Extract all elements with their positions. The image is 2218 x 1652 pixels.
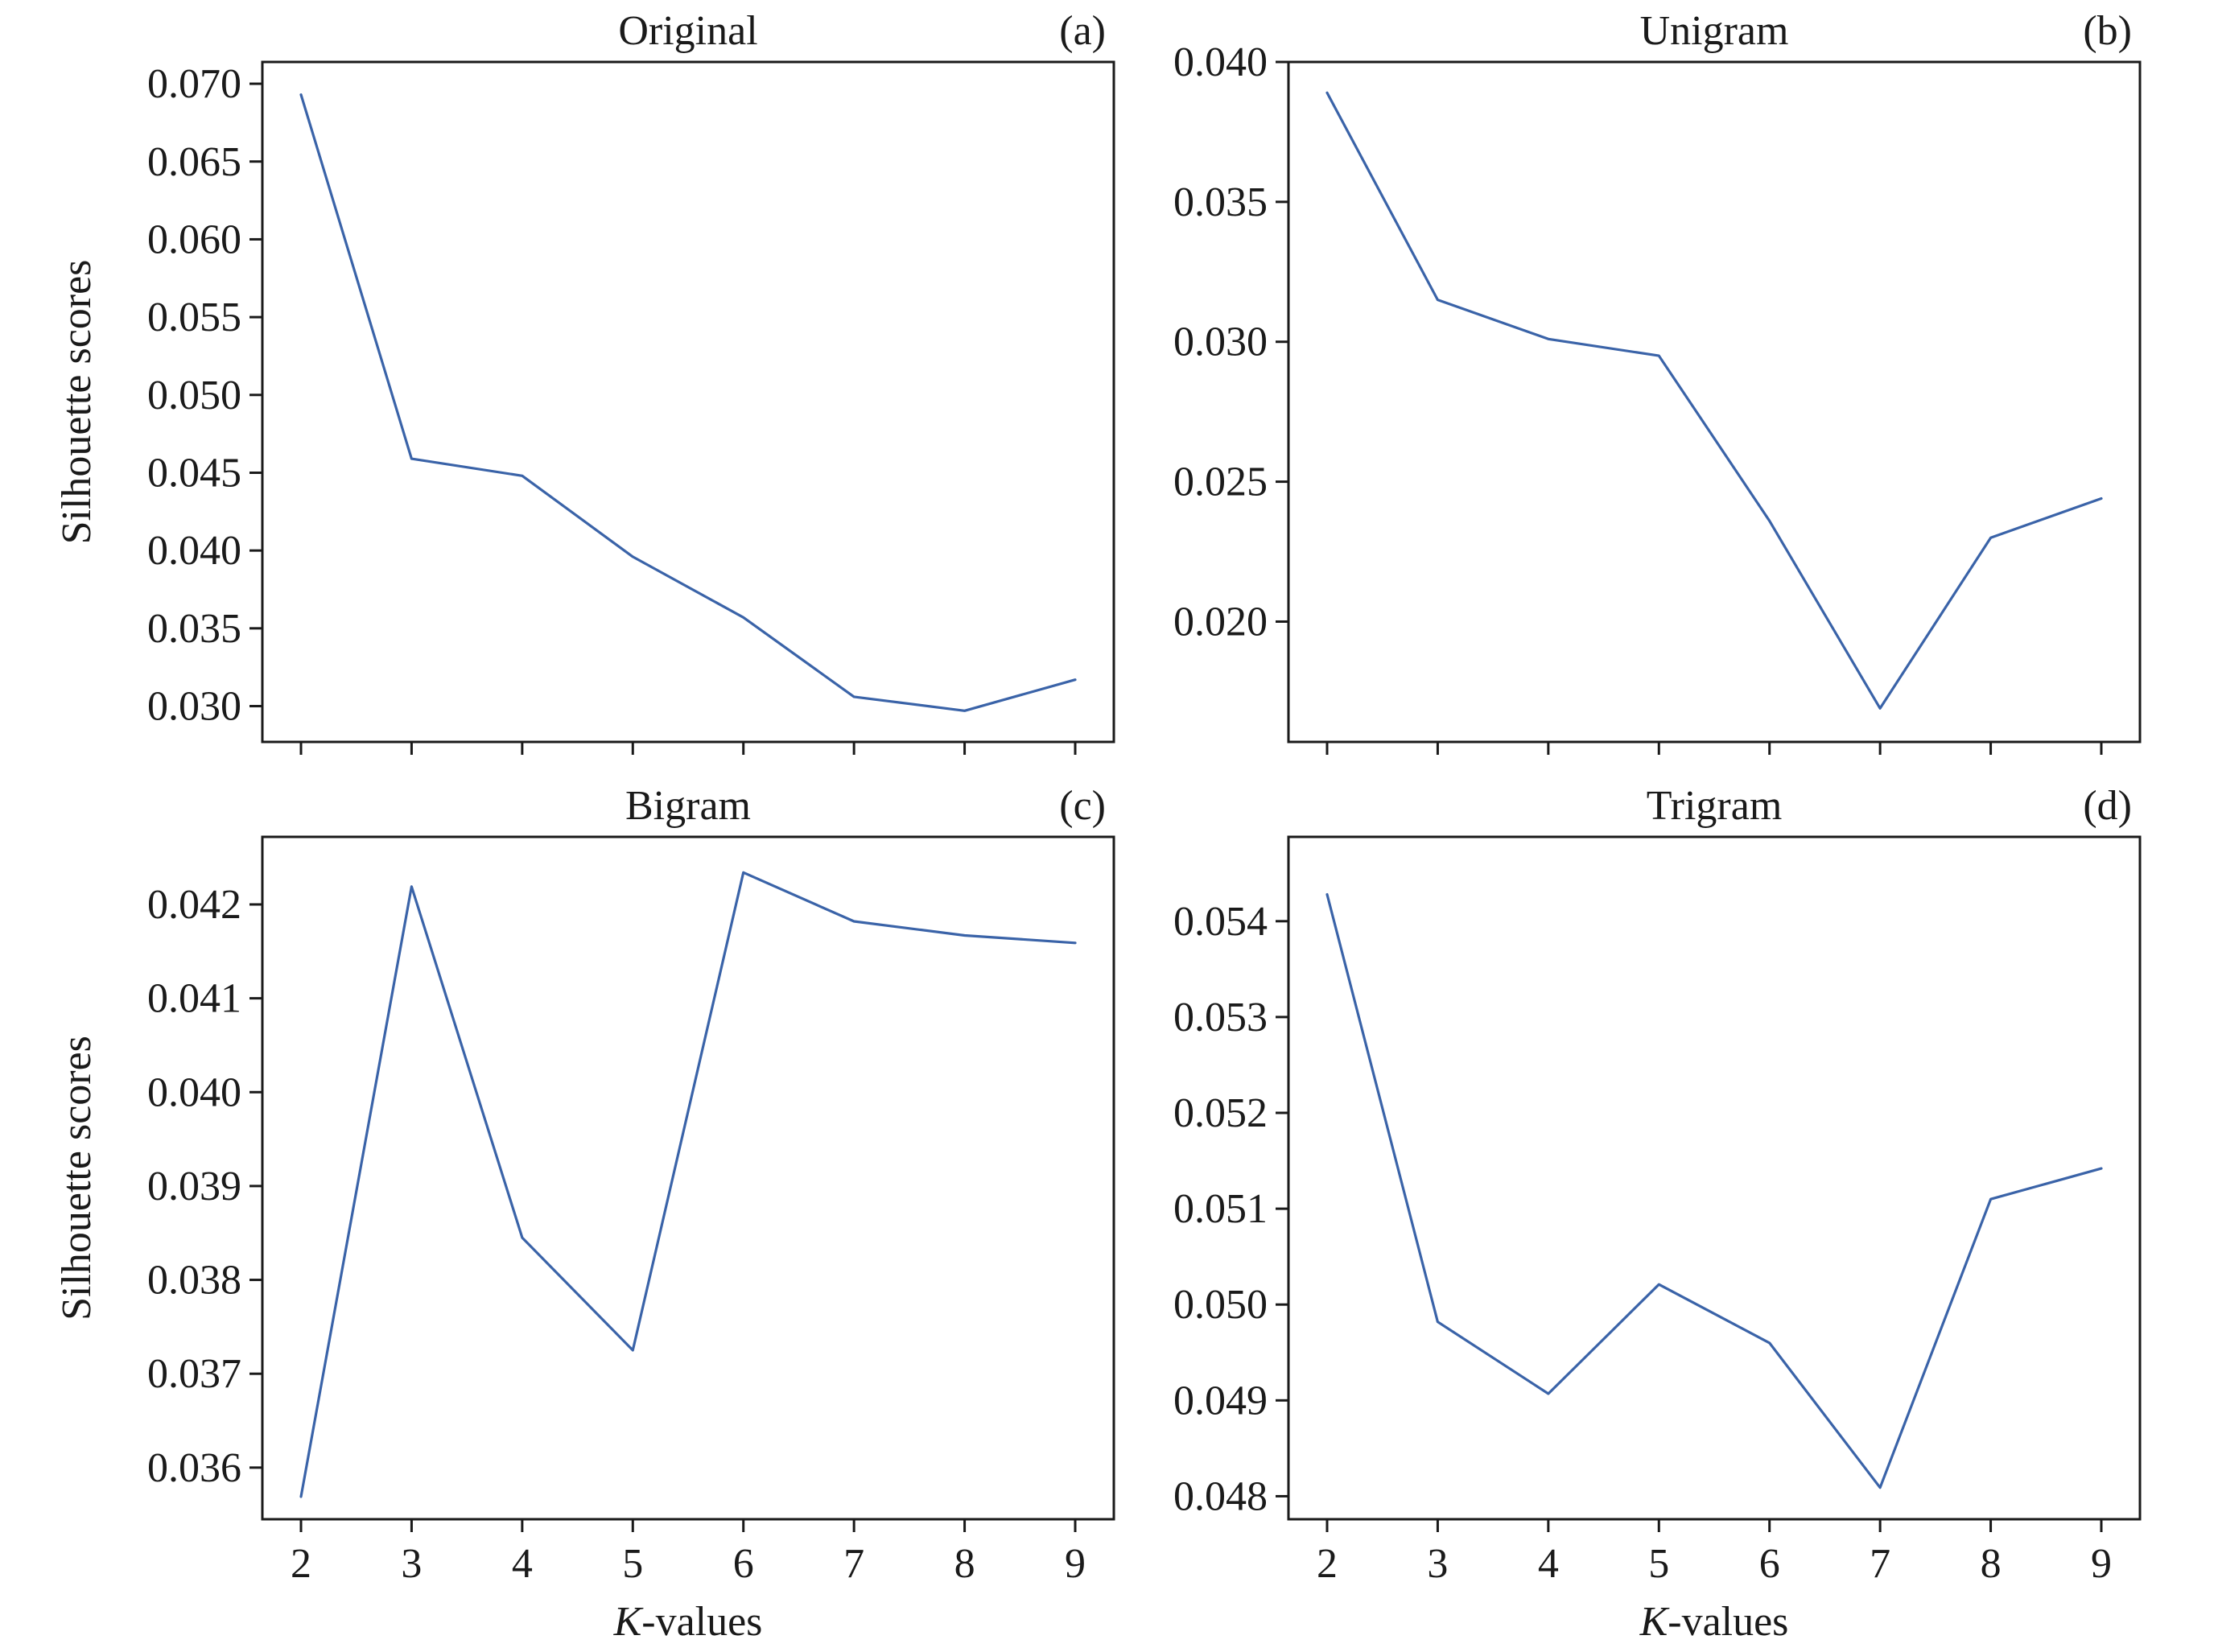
panel-d: Trigram (d) 0.048 0.049 0.050 0.051 0.052 0.053… <box>1173 783 2142 1645</box>
x-tick-label-d: 4 <box>1538 1541 1559 1587</box>
y-tick-label-d: 0.048 <box>1173 1473 1268 1519</box>
panel-title-d: Trigram <box>1647 783 1783 829</box>
x-tick-label-d: 2 <box>1317 1541 1338 1587</box>
x-tick-label-c: 3 <box>401 1541 422 1587</box>
y-tick-label-a: 0.045 <box>147 450 241 496</box>
y-axis-title-c: Silhouette scores <box>54 1036 100 1320</box>
y-tick-label-c: 0.040 <box>147 1069 241 1115</box>
plot-frame-a <box>261 60 1115 744</box>
plot-frame-d <box>1287 835 2142 1521</box>
x-tick-label-d: 7 <box>1870 1541 1890 1587</box>
x-tick-label-c: 5 <box>622 1541 643 1587</box>
panel-b: Unigram (b) 0.020 0.025 0.030 0.035 0.040 <box>1173 8 2142 755</box>
panel-letter-d: (d) <box>2083 783 2132 829</box>
y-tick-label-c: 0.041 <box>147 976 241 1022</box>
y-tick-label-a: 0.035 <box>147 606 241 652</box>
x-tick-label-c: 7 <box>843 1541 864 1587</box>
x-tick-label-c: 8 <box>954 1541 975 1587</box>
y-tick-label-d: 0.051 <box>1173 1186 1268 1232</box>
x-tick-label-d: 9 <box>2091 1541 2112 1587</box>
y-tick-label-a: 0.050 <box>147 373 241 418</box>
x-axis-title-suffix-d: -values <box>1668 1599 1788 1645</box>
y-tick-label-d: 0.053 <box>1173 995 1268 1040</box>
x-tick-label-c: 9 <box>1065 1541 1086 1587</box>
panel-letter-b: (b) <box>2083 8 2132 54</box>
y-tick-label-a: 0.070 <box>147 61 241 107</box>
y-tick-label-b: 0.035 <box>1173 179 1268 225</box>
series-line-b <box>1325 91 2103 710</box>
y-tick-label-c: 0.042 <box>147 882 241 928</box>
x-axis-title-d: K-values <box>1639 1599 1789 1645</box>
x-tick-label-c: 6 <box>733 1541 754 1587</box>
y-tick-label-c: 0.036 <box>147 1445 241 1491</box>
y-tick-label-a: 0.030 <box>147 684 241 730</box>
x-tick-label-c: 2 <box>291 1541 311 1587</box>
y-tick-label-d: 0.049 <box>1173 1378 1268 1423</box>
y-tick-label-d: 0.052 <box>1173 1090 1268 1136</box>
panel-a: Original (a) 0.030 0.035 0.040 0.045 0.050 0.05… <box>54 8 1115 755</box>
panel-title-b: Unigram <box>1640 8 1789 54</box>
y-tick-label-a: 0.040 <box>147 528 241 574</box>
x-tick-label-d: 3 <box>1427 1541 1448 1587</box>
y-tick-label-c: 0.039 <box>147 1164 241 1209</box>
y-tick-label-b: 0.025 <box>1173 459 1268 505</box>
y-tick-label-a: 0.060 <box>147 216 241 262</box>
series-line-c <box>299 871 1077 1498</box>
y-tick-label-a: 0.055 <box>147 295 241 340</box>
y-tick-label-c: 0.038 <box>147 1258 241 1304</box>
x-tick-label-d: 8 <box>1981 1541 2002 1587</box>
panel-title-a: Original <box>618 8 757 54</box>
series-line-d <box>1325 892 2103 1489</box>
x-axis-title-c: K-values <box>613 1599 763 1645</box>
plot-frame-b <box>1287 60 2142 744</box>
y-tick-label-d: 0.054 <box>1173 899 1268 945</box>
plot-frame-c <box>261 835 1115 1521</box>
y-tick-label-c: 0.037 <box>147 1351 241 1397</box>
y-tick-label-a: 0.065 <box>147 139 241 185</box>
panels-layer: Original (a) 0.030 0.035 0.040 0.045 0.050 0.05… <box>54 8 2142 1645</box>
y-tick-label-b: 0.030 <box>1173 319 1268 365</box>
panel-title-c: Bigram <box>625 783 751 829</box>
y-tick-label-d: 0.050 <box>1173 1282 1268 1328</box>
panel-letter-c: (c) <box>1059 783 1106 829</box>
x-axis-title-variable-d: K <box>1639 1599 1670 1645</box>
y-tick-label-b: 0.040 <box>1173 39 1268 85</box>
panel-letter-a: (a) <box>1059 8 1106 54</box>
x-axis-title-variable-c: K <box>613 1599 644 1645</box>
y-axis-title-a: Silhouette scores <box>54 260 100 545</box>
panel-c: Bigram (c) 0.036 0.037 0.038 0.039 0.040 0.041 0… <box>54 783 1115 1645</box>
y-tick-label-b: 0.020 <box>1173 599 1268 645</box>
x-tick-label-c: 4 <box>512 1541 533 1587</box>
series-line-a <box>299 93 1077 712</box>
x-axis-title-suffix-c: -values <box>641 1599 762 1645</box>
x-tick-label-d: 6 <box>1759 1541 1780 1587</box>
x-tick-label-d: 5 <box>1648 1541 1669 1587</box>
